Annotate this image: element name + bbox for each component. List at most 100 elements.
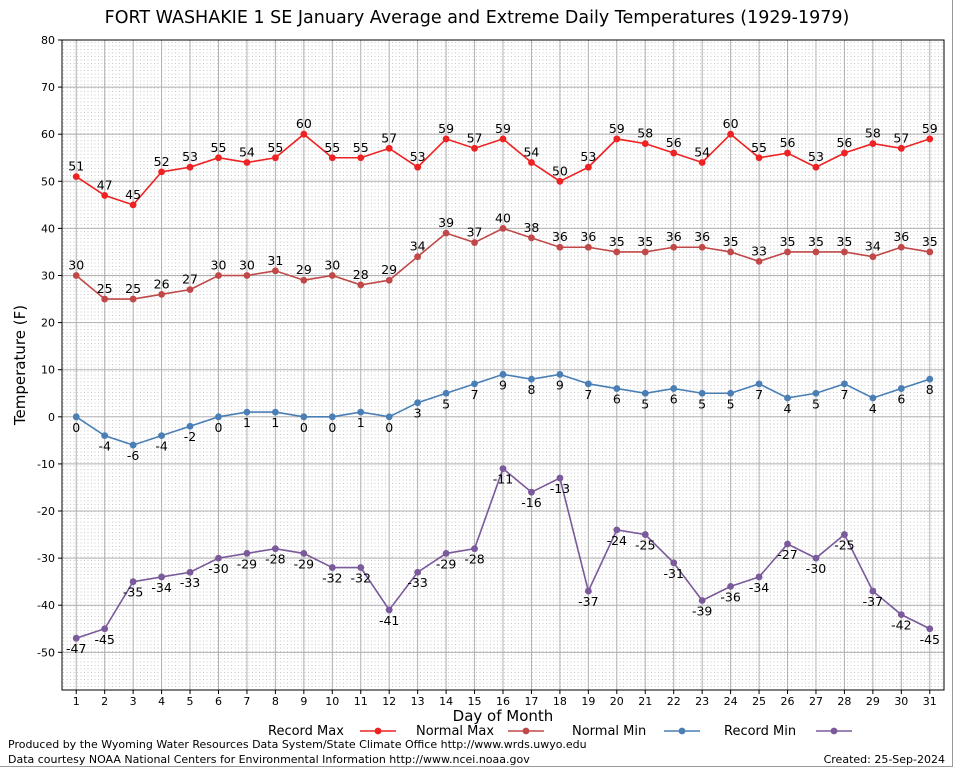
footer-producer: Produced by the Wyoming Water Resources … (8, 738, 587, 751)
data-label: 34 (410, 239, 426, 254)
x-tick-label: 27 (809, 695, 823, 708)
x-tick-label: 9 (300, 695, 307, 708)
data-label: 51 (68, 159, 84, 174)
footer-created-date: Created: 25-Sep-2024 (823, 753, 945, 766)
x-tick-label: 1 (73, 695, 80, 708)
data-label: -30 (208, 561, 228, 576)
data-point (784, 394, 791, 402)
data-point (841, 248, 848, 256)
data-point (357, 281, 365, 289)
data-label: -29 (436, 556, 456, 571)
data-label: 56 (780, 135, 796, 150)
data-label: -33 (180, 575, 200, 590)
data-point (243, 408, 251, 416)
data-label: -6 (127, 448, 140, 463)
major-gridlines (62, 39, 944, 690)
data-label: 0 (385, 420, 393, 435)
data-label: 58 (865, 126, 881, 141)
data-label: 39 (438, 215, 454, 230)
data-label: 54 (239, 144, 255, 159)
data-point (328, 413, 336, 421)
data-point (442, 550, 450, 557)
y-tick-label: 10 (41, 364, 55, 377)
data-point (357, 408, 365, 416)
data-label: 5 (641, 396, 649, 411)
x-tick-label: 15 (468, 695, 482, 708)
x-tick-label: 22 (667, 695, 681, 708)
data-point (556, 371, 564, 378)
data-point (528, 159, 535, 166)
data-label: -34 (151, 580, 171, 595)
data-point (442, 389, 450, 397)
data-label: 57 (381, 130, 397, 145)
data-point (670, 559, 678, 567)
x-tick-label: 26 (781, 695, 795, 708)
data-label: 6 (613, 392, 621, 407)
data-label: 28 (353, 267, 369, 282)
data-point (414, 399, 422, 407)
data-label: 9 (556, 377, 564, 392)
data-label: 35 (808, 234, 824, 249)
data-point (641, 531, 649, 538)
legend-marker (678, 727, 686, 735)
data-label: 5 (812, 396, 820, 411)
data-point (499, 135, 507, 143)
data-point (755, 573, 763, 581)
data-point (812, 554, 820, 562)
data-label: 8 (527, 382, 535, 397)
data-point (471, 380, 478, 388)
data-point (727, 130, 735, 138)
data-label: 58 (637, 126, 653, 141)
data-point (158, 432, 165, 440)
data-label: 53 (808, 149, 824, 164)
data-point (129, 201, 137, 209)
data-label: -4 (155, 439, 168, 454)
data-label: -31 (663, 566, 683, 581)
data-point (385, 144, 393, 152)
data-point (129, 295, 137, 303)
x-tick-label: 18 (553, 695, 567, 708)
data-label: 30 (239, 258, 255, 273)
data-point (897, 243, 905, 251)
x-tick-label: 10 (325, 695, 339, 708)
data-point (727, 248, 735, 256)
data-point (101, 295, 109, 303)
data-point (158, 573, 165, 581)
data-point (357, 154, 365, 162)
data-point (357, 564, 365, 571)
data-point (499, 465, 507, 473)
data-label: 54 (694, 144, 710, 159)
data-label: 7 (840, 387, 848, 402)
data-label: -28 (464, 552, 484, 567)
data-point (499, 225, 507, 232)
data-point (528, 488, 535, 496)
y-tick-label: -50 (37, 646, 55, 659)
data-label: 1 (357, 415, 365, 430)
x-tick-label: 5 (187, 695, 194, 708)
data-point (129, 578, 137, 586)
data-label: 59 (438, 121, 454, 136)
y-tick-label: -20 (37, 505, 55, 518)
data-point (471, 545, 478, 553)
data-point (300, 130, 308, 138)
x-axis-label: Day of Month (453, 707, 554, 725)
data-point (926, 625, 934, 633)
data-label: 1 (271, 415, 279, 430)
y-tick-label: 30 (41, 270, 55, 283)
data-point (584, 163, 592, 171)
x-tick-label: 23 (695, 695, 709, 708)
data-label: 5 (698, 396, 706, 411)
data-label: 57 (467, 130, 483, 145)
data-label: -42 (891, 618, 911, 633)
data-label: 50 (552, 163, 568, 178)
data-label: -11 (493, 472, 513, 487)
data-label: -34 (749, 580, 769, 595)
data-label: 55 (353, 140, 369, 155)
data-point (698, 597, 706, 604)
data-point (926, 248, 934, 256)
data-point (584, 243, 592, 251)
data-label: 0 (215, 420, 223, 435)
data-label: -45 (920, 632, 940, 647)
data-point (670, 385, 678, 392)
